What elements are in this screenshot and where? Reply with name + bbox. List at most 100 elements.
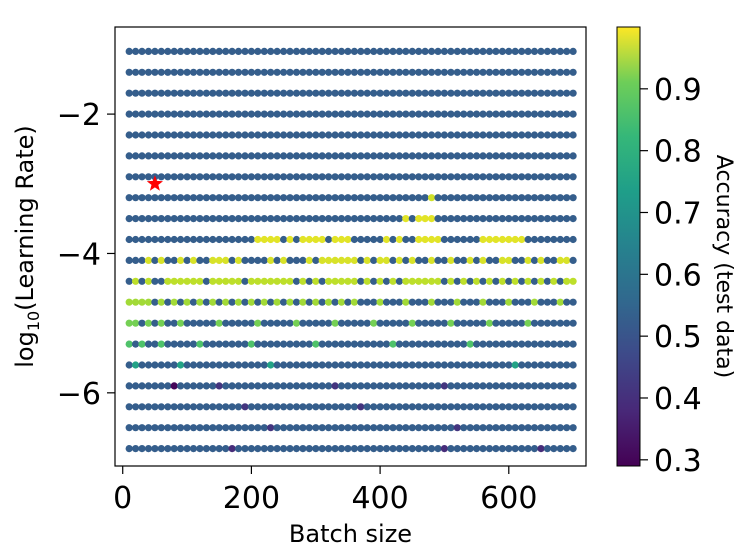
data-point [196, 131, 204, 139]
data-point [479, 152, 487, 160]
data-point [395, 319, 403, 327]
data-point [344, 424, 352, 432]
data-point [318, 152, 326, 160]
data-point [569, 424, 577, 432]
data-point [518, 194, 526, 202]
data-point [183, 173, 191, 181]
data-point [357, 277, 365, 285]
data-point [389, 235, 397, 244]
y-axis-label-subscript: 10 [24, 311, 43, 331]
data-point [415, 131, 423, 139]
data-point [234, 319, 243, 327]
data-point [144, 194, 153, 202]
data-point [460, 340, 468, 348]
data-point [273, 194, 281, 202]
data-point [125, 445, 133, 453]
data-point [196, 424, 204, 432]
data-point [537, 445, 545, 453]
data-point [222, 298, 230, 306]
data-point [280, 340, 288, 348]
data-point [312, 340, 320, 348]
data-point [395, 235, 403, 244]
data-point [357, 319, 365, 327]
data-point [563, 110, 571, 118]
data-point [415, 110, 423, 118]
data-point [337, 131, 346, 139]
data-point [241, 256, 249, 264]
data-point [447, 152, 455, 160]
data-point [563, 277, 571, 285]
data-point [408, 256, 416, 264]
data-point [138, 215, 146, 223]
data-point [376, 298, 384, 306]
data-point [350, 131, 358, 139]
data-point [241, 403, 249, 411]
data-point [350, 277, 358, 285]
data-point [395, 68, 403, 76]
data-point [202, 131, 210, 139]
data-point [363, 361, 371, 369]
data-point [434, 256, 442, 264]
data-point [183, 277, 191, 285]
data-point [518, 131, 526, 139]
data-point [543, 277, 552, 285]
data-point [530, 361, 539, 369]
data-point [151, 47, 159, 56]
data-point [267, 319, 275, 327]
data-point [350, 298, 358, 306]
data-point [543, 382, 552, 390]
data-point [550, 173, 558, 181]
data-point [241, 131, 249, 139]
data-point [299, 298, 307, 306]
data-point [408, 47, 416, 56]
data-point [234, 298, 243, 306]
data-point [125, 68, 133, 76]
data-point [299, 68, 307, 76]
data-point [556, 89, 564, 97]
data-point [234, 47, 243, 56]
data-point [254, 424, 262, 432]
data-point [530, 47, 539, 56]
data-point [389, 152, 397, 160]
data-point [202, 424, 210, 432]
data-point [453, 340, 461, 348]
data-point [132, 110, 140, 118]
data-point [473, 110, 481, 118]
data-point [292, 215, 301, 223]
data-point [241, 47, 249, 56]
data-point [460, 131, 468, 139]
data-point [402, 424, 410, 432]
data-point [325, 277, 333, 285]
data-point [357, 68, 365, 76]
data-point [331, 68, 339, 76]
data-point [408, 68, 416, 76]
data-point [299, 361, 307, 369]
data-point [337, 382, 346, 390]
data-point [511, 424, 519, 432]
data-point [518, 235, 526, 244]
data-point [473, 256, 481, 264]
data-point [170, 361, 178, 369]
data-point [408, 382, 416, 390]
data-point [370, 152, 378, 160]
data-point [325, 256, 333, 264]
data-point [550, 445, 558, 453]
data-point [382, 235, 391, 244]
data-point [312, 319, 320, 327]
data-point [202, 277, 210, 285]
data-point [189, 89, 198, 97]
data-point [518, 277, 526, 285]
data-point [428, 68, 436, 76]
data-point [299, 235, 307, 244]
data-point [550, 256, 558, 264]
data-point [222, 110, 230, 118]
data-point [312, 403, 320, 411]
data-point [479, 215, 487, 223]
data-point [234, 361, 243, 369]
data-point [292, 382, 301, 390]
data-point [337, 277, 346, 285]
data-point [511, 68, 519, 76]
data-point [196, 277, 204, 285]
data-point [254, 89, 262, 97]
data-point [247, 382, 255, 390]
